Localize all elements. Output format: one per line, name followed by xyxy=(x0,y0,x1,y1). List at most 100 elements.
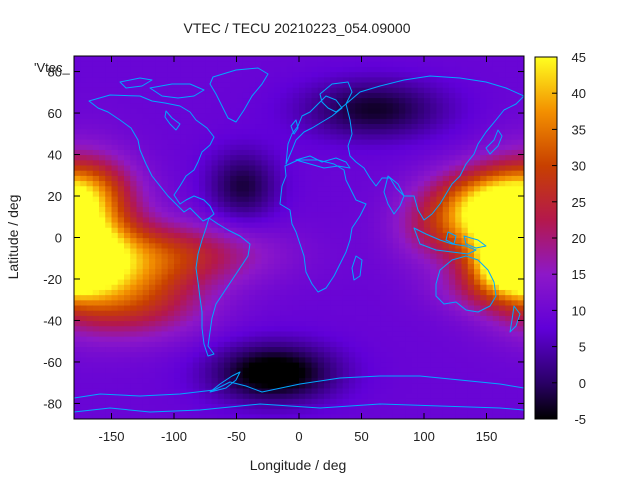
heatmap-cell xyxy=(511,97,519,104)
heatmap-cell xyxy=(236,398,244,405)
heatmap-cell xyxy=(217,294,225,301)
heatmap-cell xyxy=(230,81,238,88)
heatmap-cell xyxy=(349,315,356,322)
heatmap-cell xyxy=(411,393,419,399)
heatmap-cell xyxy=(155,398,163,405)
heatmap-cell xyxy=(505,159,513,166)
heatmap-cell xyxy=(167,102,175,109)
heatmap-cell xyxy=(317,268,325,275)
heatmap-cell xyxy=(149,144,156,150)
heatmap-cell xyxy=(124,154,131,161)
heatmap-cell xyxy=(355,258,363,265)
heatmap-cell xyxy=(155,56,163,62)
heatmap-cell xyxy=(192,154,200,161)
heatmap-cell xyxy=(380,320,388,327)
heatmap-cell xyxy=(324,361,331,368)
heatmap-cell xyxy=(205,113,213,119)
heatmap-cell xyxy=(330,102,338,109)
heatmap-cell xyxy=(442,413,450,419)
heatmap-cell xyxy=(386,377,394,384)
heatmap-cell xyxy=(355,382,363,389)
heatmap-cell xyxy=(511,263,519,270)
heatmap-cell xyxy=(430,56,438,62)
heatmap-cell xyxy=(261,221,269,228)
heatmap-cell xyxy=(399,377,406,384)
heatmap-cell xyxy=(299,341,306,347)
heatmap-cell xyxy=(405,102,413,109)
heatmap-cell xyxy=(411,367,419,373)
heatmap-cell xyxy=(142,367,150,373)
heatmap-cell xyxy=(461,81,469,88)
heatmap-cell xyxy=(324,144,331,150)
heatmap-cell xyxy=(430,346,438,353)
heatmap-cell xyxy=(99,304,106,311)
heatmap-cell xyxy=(492,304,500,311)
heatmap-cell xyxy=(405,377,413,384)
heatmap-cell xyxy=(86,294,94,301)
heatmap-cell xyxy=(517,351,524,358)
heatmap-cell xyxy=(230,66,238,73)
heatmap-cell xyxy=(292,123,300,130)
heatmap-cell xyxy=(86,273,94,280)
heatmap-cell xyxy=(511,325,519,332)
heatmap-cell xyxy=(430,372,438,379)
heatmap-cell xyxy=(430,367,438,373)
heatmap-cell xyxy=(386,128,394,135)
heatmap-cell xyxy=(180,387,188,394)
heatmap-cell xyxy=(411,320,419,327)
heatmap-cell xyxy=(105,180,113,187)
heatmap-cell xyxy=(211,330,219,337)
heatmap-cell xyxy=(280,71,288,78)
heatmap-cell xyxy=(111,180,119,187)
heatmap-cell xyxy=(80,216,88,223)
heatmap-cell xyxy=(124,201,131,207)
heatmap-cell xyxy=(299,56,306,62)
heatmap-cell xyxy=(411,180,419,187)
heatmap-cell xyxy=(367,180,375,187)
heatmap-cell xyxy=(361,232,369,239)
heatmap-cell xyxy=(455,159,463,166)
heatmap-cell xyxy=(505,356,513,363)
heatmap-cell xyxy=(511,175,519,182)
heatmap-cell xyxy=(305,351,313,358)
heatmap-cell xyxy=(249,232,256,239)
heatmap-cell xyxy=(280,263,288,270)
heatmap-cell xyxy=(205,289,213,296)
heatmap-cell xyxy=(142,284,150,290)
heatmap-cell xyxy=(261,294,269,301)
heatmap-cell xyxy=(442,180,450,187)
heatmap-cell xyxy=(374,367,381,373)
heatmap-cell xyxy=(492,66,500,73)
heatmap-cell xyxy=(174,336,181,342)
heatmap-cell xyxy=(474,211,481,218)
heatmap-cell xyxy=(117,113,125,119)
heatmap-cell xyxy=(267,346,275,353)
heatmap-cell xyxy=(424,393,431,399)
heatmap-cell xyxy=(374,273,381,280)
heatmap-cell xyxy=(480,196,488,202)
heatmap-cell xyxy=(349,242,356,249)
heatmap-cell xyxy=(130,170,138,176)
heatmap-cell xyxy=(474,294,481,301)
heatmap-cell xyxy=(424,216,431,223)
heatmap-cell xyxy=(305,154,313,161)
heatmap-cell xyxy=(255,273,263,280)
heatmap-cell xyxy=(274,66,281,73)
heatmap-cell xyxy=(336,190,344,197)
heatmap-cell xyxy=(230,71,238,78)
heatmap-cell xyxy=(324,299,331,306)
heatmap-cell xyxy=(367,87,375,93)
heatmap-cell xyxy=(267,320,275,327)
heatmap-cell xyxy=(511,253,519,259)
heatmap-cell xyxy=(86,232,94,239)
heatmap-cell xyxy=(130,315,138,322)
heatmap-cell xyxy=(449,81,456,88)
heatmap-cell xyxy=(180,232,188,239)
heatmap-cell xyxy=(280,159,288,166)
heatmap-cell xyxy=(405,330,413,337)
heatmap-cell xyxy=(511,221,519,228)
heatmap-cell xyxy=(467,196,475,202)
heatmap-cell xyxy=(74,221,81,228)
heatmap-cell xyxy=(161,92,169,99)
heatmap-cell xyxy=(161,258,169,265)
